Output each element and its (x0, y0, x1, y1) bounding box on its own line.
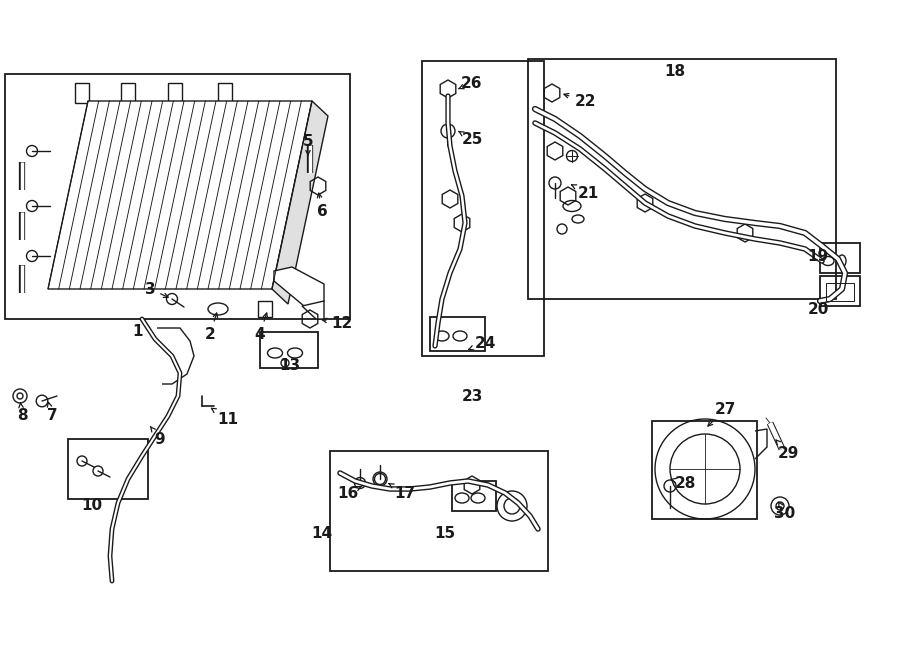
Text: 17: 17 (389, 484, 416, 500)
Bar (68, 439, 148, 499)
Text: 10: 10 (81, 498, 103, 514)
Text: 3: 3 (145, 282, 168, 297)
Text: 7: 7 (47, 403, 58, 424)
Bar (826, 283, 854, 301)
Text: 15: 15 (435, 525, 455, 541)
Text: 16: 16 (338, 485, 362, 500)
Bar (820, 276, 860, 306)
Text: 8: 8 (17, 403, 27, 424)
Text: 27: 27 (708, 401, 735, 426)
Text: 21: 21 (572, 185, 598, 200)
Text: 9: 9 (150, 426, 166, 446)
Bar (168, 83, 182, 103)
Bar (75, 83, 89, 103)
Text: 6: 6 (317, 193, 328, 219)
Text: 13: 13 (279, 358, 301, 373)
Bar (258, 301, 272, 317)
Text: 12: 12 (322, 315, 353, 330)
Text: 11: 11 (212, 408, 239, 426)
Text: 14: 14 (311, 525, 333, 541)
Polygon shape (274, 267, 324, 311)
Text: 20: 20 (807, 301, 829, 317)
Text: 4: 4 (255, 313, 267, 342)
Bar (528, 59, 836, 299)
Polygon shape (272, 101, 328, 304)
Bar (430, 317, 485, 351)
Bar (121, 83, 135, 103)
Polygon shape (302, 301, 324, 319)
Bar (218, 83, 232, 103)
Text: 29: 29 (776, 440, 798, 461)
Bar (330, 451, 548, 571)
Bar (422, 61, 544, 356)
Text: 18: 18 (664, 63, 686, 79)
Text: 19: 19 (807, 249, 829, 264)
Bar (820, 243, 860, 273)
Text: 22: 22 (564, 93, 596, 108)
Text: 26: 26 (458, 75, 482, 91)
Polygon shape (48, 101, 312, 289)
Bar (260, 332, 318, 368)
Text: 24: 24 (469, 336, 496, 350)
Bar (652, 421, 757, 519)
Text: 5: 5 (302, 134, 313, 155)
Text: 25: 25 (458, 132, 482, 147)
Text: 28: 28 (671, 475, 696, 490)
Bar (452, 481, 496, 511)
Text: 1: 1 (133, 323, 143, 338)
Text: 30: 30 (774, 502, 796, 520)
Text: 2: 2 (204, 313, 218, 342)
Bar (5, 74, 350, 319)
Text: 23: 23 (462, 389, 482, 403)
